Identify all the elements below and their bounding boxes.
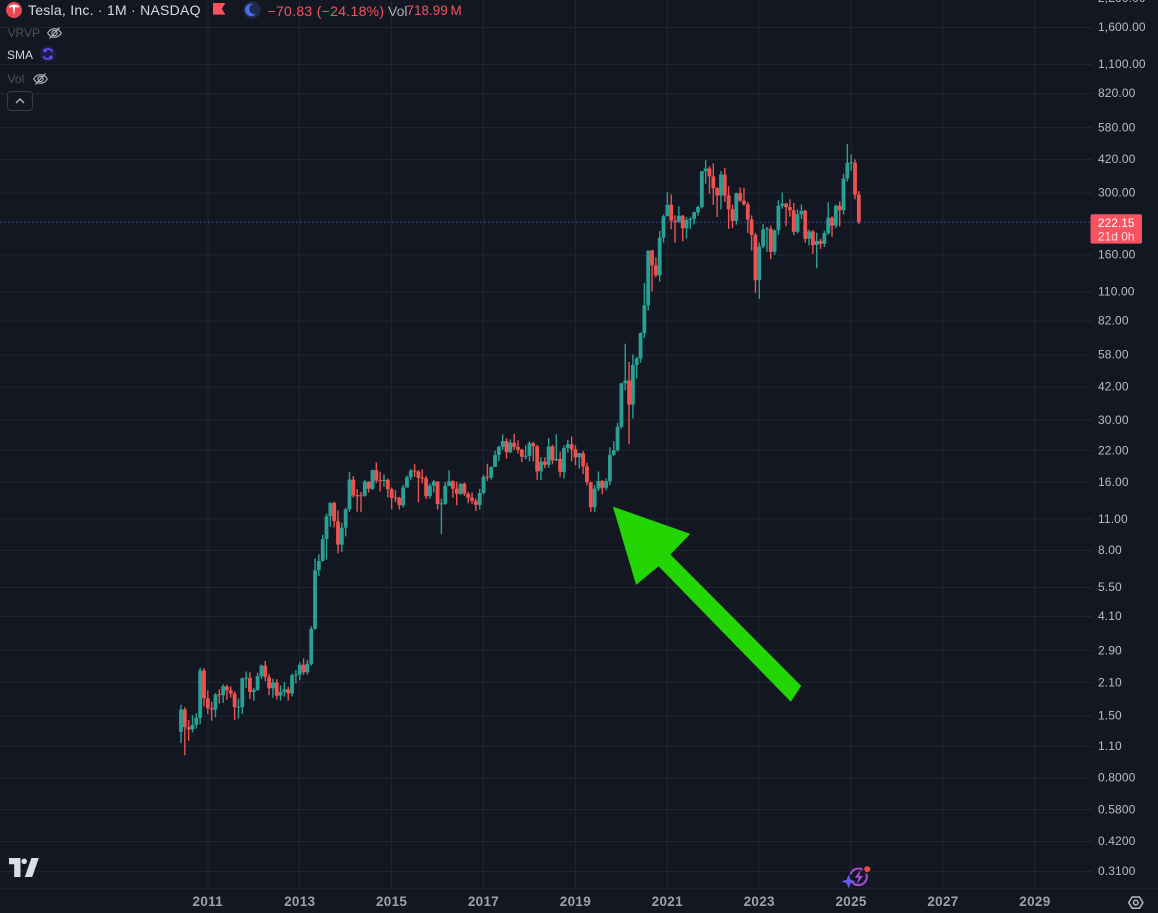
svg-text:16.00: 16.00	[1098, 475, 1129, 489]
svg-text:2029: 2029	[1019, 894, 1050, 909]
svg-text:30.00: 30.00	[1098, 413, 1129, 427]
svg-text:21d 0h: 21d 0h	[1098, 230, 1135, 244]
svg-text:2021: 2021	[652, 894, 683, 909]
svg-text:42.00: 42.00	[1098, 380, 1129, 394]
svg-text:2027: 2027	[927, 894, 958, 909]
svg-text:1,600.00: 1,600.00	[1098, 20, 1146, 34]
svg-text:160.00: 160.00	[1098, 248, 1136, 262]
svg-text:2.10: 2.10	[1098, 675, 1122, 689]
svg-text:0.3100: 0.3100	[1098, 864, 1136, 878]
svg-text:222.15: 222.15	[1098, 216, 1135, 230]
svg-text:2011: 2011	[193, 894, 224, 909]
svg-text:2013: 2013	[284, 894, 315, 909]
svg-text:11.00: 11.00	[1098, 512, 1128, 526]
svg-text:0.8000: 0.8000	[1098, 771, 1136, 785]
svg-text:22.00: 22.00	[1098, 443, 1129, 457]
svg-text:0.4200: 0.4200	[1098, 834, 1136, 848]
svg-text:110.00: 110.00	[1098, 285, 1135, 299]
svg-text:2019: 2019	[560, 894, 591, 909]
svg-text:2025: 2025	[835, 894, 866, 909]
svg-text:82.00: 82.00	[1098, 314, 1129, 328]
svg-text:420.00: 420.00	[1098, 152, 1136, 166]
svg-text:1,100.00: 1,100.00	[1098, 57, 1146, 71]
svg-text:5.50: 5.50	[1098, 580, 1122, 594]
svg-text:8.00: 8.00	[1098, 543, 1122, 557]
svg-text:2015: 2015	[376, 894, 407, 909]
svg-text:0.5800: 0.5800	[1098, 802, 1136, 816]
svg-text:580.00: 580.00	[1098, 120, 1136, 134]
svg-text:2,200.00: 2,200.00	[1098, 0, 1146, 5]
svg-text:2.90: 2.90	[1098, 643, 1122, 657]
svg-text:2023: 2023	[744, 894, 775, 909]
svg-text:1.50: 1.50	[1098, 709, 1122, 723]
svg-text:1.10: 1.10	[1098, 739, 1122, 753]
svg-text:820.00: 820.00	[1098, 86, 1136, 100]
svg-text:2017: 2017	[468, 894, 499, 909]
svg-text:58.00: 58.00	[1098, 348, 1129, 362]
svg-text:300.00: 300.00	[1098, 186, 1136, 200]
svg-text:4.10: 4.10	[1098, 609, 1122, 623]
